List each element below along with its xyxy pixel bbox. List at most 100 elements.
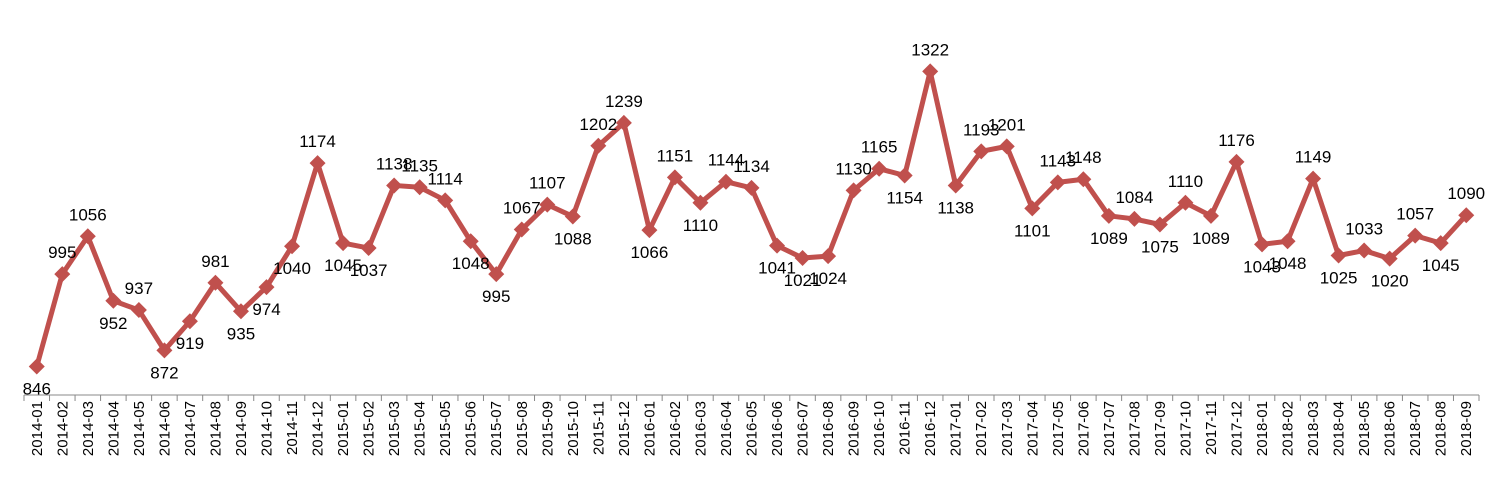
- marker: [1254, 236, 1271, 253]
- x-tick-label: 2018-09: [1458, 401, 1475, 456]
- data-label: 1135: [401, 156, 438, 175]
- data-label: 1148: [1065, 148, 1102, 167]
- marker: [1151, 216, 1168, 233]
- data-label: 935: [227, 324, 255, 343]
- marker: [232, 303, 249, 320]
- x-tick-label: 2018-01: [1254, 401, 1271, 456]
- data-label: 1110: [1168, 172, 1203, 191]
- marker: [181, 313, 198, 330]
- marker: [717, 173, 734, 190]
- marker: [922, 63, 939, 80]
- line: [34, 68, 1469, 368]
- data-label: 1110: [683, 216, 718, 235]
- x-tick-label: 2014-11: [284, 401, 301, 455]
- data-label: 1089: [1090, 229, 1128, 248]
- data-label: 1040: [273, 259, 311, 278]
- x-tick-label: 2016-12: [922, 401, 939, 456]
- x-tick-label: 2016-10: [871, 401, 888, 456]
- data-label: 1144: [708, 151, 745, 170]
- data-label: 1130: [835, 159, 872, 178]
- data-label: 1075: [1141, 238, 1179, 257]
- marker: [1458, 207, 1475, 224]
- marker: [411, 179, 428, 196]
- x-tick-label: 2017-09: [1152, 401, 1169, 456]
- data-label: 1134: [733, 157, 770, 176]
- x-tick-label: 2017-03: [999, 401, 1016, 456]
- marker: [743, 179, 760, 196]
- x-tick-label: 2017-01: [948, 401, 965, 456]
- data-label: 1025: [1320, 269, 1358, 288]
- marker: [564, 208, 581, 225]
- marker: [437, 192, 454, 209]
- x-tick-label: 2016-01: [641, 401, 658, 456]
- data-label: 1024: [809, 269, 847, 288]
- x-tick-label: 2014-09: [233, 401, 250, 456]
- data-label: 1066: [630, 243, 668, 262]
- x-tick-label: 2017-02: [973, 401, 990, 456]
- x-tick-label: 2017-04: [1024, 401, 1041, 456]
- data-label: 872: [150, 363, 178, 382]
- x-tick-label: 2016-09: [846, 401, 863, 456]
- marker: [1279, 233, 1296, 250]
- data-label: 1154: [886, 189, 923, 208]
- data-label: 937: [125, 279, 153, 298]
- data-label: 1143: [1040, 151, 1077, 170]
- x-tick-label: 2016-11: [897, 401, 914, 455]
- marker: [79, 228, 96, 245]
- marker: [615, 114, 632, 131]
- x-tick-label: 2015-05: [437, 401, 454, 456]
- marker: [386, 177, 403, 194]
- x-tick-label: 2014-10: [259, 401, 276, 456]
- x-tick-label: 2017-12: [1229, 401, 1246, 456]
- data-label: 1037: [350, 261, 388, 280]
- marker: [1228, 153, 1245, 170]
- marker: [973, 143, 990, 160]
- marker: [309, 155, 326, 172]
- data-label: 1107: [529, 174, 566, 193]
- marker: [539, 196, 556, 213]
- marker: [1100, 207, 1117, 224]
- marker: [156, 342, 173, 359]
- marker: [513, 221, 530, 238]
- x-tick-label: 2016-03: [692, 401, 709, 456]
- data-label: 1089: [1192, 229, 1230, 248]
- data-label: 1239: [605, 92, 643, 111]
- x-tick-label: 2017-11: [1203, 401, 1220, 455]
- x-tick-label: 2015-12: [616, 401, 633, 456]
- marker: [1202, 207, 1219, 224]
- x-tick-label: 2015-03: [386, 401, 403, 456]
- data-label: 1201: [988, 115, 1026, 134]
- data-label: 1043: [1243, 257, 1281, 276]
- x-tick-label: 2016-05: [744, 401, 761, 456]
- data-label: 1045: [1422, 256, 1460, 275]
- x-tick-label: 2014-04: [105, 401, 122, 456]
- data-label: 1088: [554, 229, 592, 248]
- marker: [488, 266, 505, 283]
- x-tick-label: 2014-07: [182, 401, 199, 456]
- x-tick-label: 2015-02: [361, 401, 378, 456]
- marker: [28, 358, 45, 375]
- marker: [1330, 247, 1347, 264]
- x-tick-label: 2014-06: [156, 401, 173, 456]
- marker: [105, 292, 122, 309]
- x-tick-label: 2017-05: [1050, 401, 1067, 456]
- marker: [692, 194, 709, 211]
- data-label: 974: [252, 300, 280, 319]
- data-label: 995: [48, 243, 76, 262]
- marker: [360, 240, 377, 257]
- x-tick-label: 2015-04: [412, 401, 429, 456]
- x-tick-label: 2017-08: [1126, 401, 1143, 456]
- marker: [794, 249, 811, 266]
- x-tick-label: 2015-06: [463, 401, 480, 456]
- x-tick-label: 2015-10: [565, 401, 582, 456]
- marker: [871, 160, 888, 177]
- marker: [1381, 250, 1398, 267]
- x-tick-label: 2016-08: [820, 401, 837, 456]
- data-label: 1048: [452, 254, 490, 273]
- data-label: 1021: [784, 271, 822, 290]
- marker: [1177, 194, 1194, 211]
- data-label: 1067: [503, 198, 541, 217]
- data-label: 1090: [1447, 184, 1485, 203]
- marker: [820, 248, 837, 265]
- data-label: 1193: [963, 120, 1000, 139]
